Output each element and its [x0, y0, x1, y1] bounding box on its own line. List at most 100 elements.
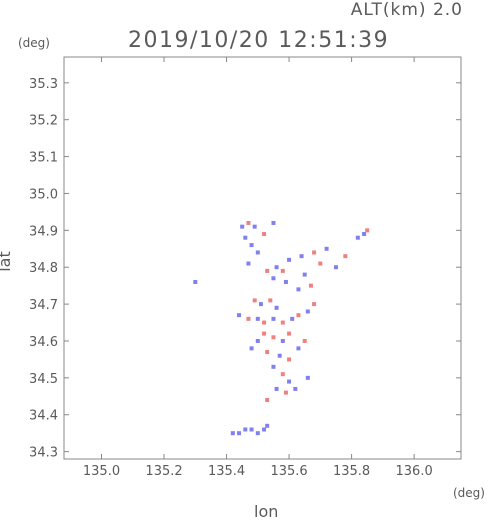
x-tick: 135.2 [145, 57, 183, 479]
data-point [252, 298, 257, 303]
y-tick: 35.2 [29, 114, 461, 129]
data-point [277, 353, 282, 358]
data-point [274, 265, 279, 270]
y-tick-label: 34.3 [29, 446, 58, 461]
y-tick: 34.9 [29, 224, 461, 239]
data-point [287, 379, 292, 384]
data-point [274, 386, 279, 391]
data-point [237, 313, 242, 318]
y-tick: 34.6 [29, 335, 461, 350]
data-point [362, 232, 367, 237]
data-point [305, 375, 310, 380]
y-tick-label: 35.2 [29, 114, 58, 129]
data-point [230, 431, 235, 436]
x-axis-label: lon [254, 502, 279, 521]
x-tick-label: 136.0 [396, 464, 433, 479]
y-tick-label: 35.0 [29, 187, 58, 202]
x-axis-ticks: 135.0 135.2 135.4 135.6 135.8 136.0 [83, 57, 433, 479]
data-point [243, 235, 248, 240]
data-point [240, 224, 245, 229]
x-tick-label: 135.6 [270, 464, 307, 479]
x-tick: 135.4 [208, 57, 245, 479]
y-tick-label: 34.4 [29, 409, 58, 424]
data-point [246, 220, 251, 225]
data-point [262, 232, 267, 237]
data-point [246, 316, 251, 321]
data-point [296, 313, 301, 318]
data-point [318, 261, 323, 266]
y-tick: 35.3 [29, 77, 461, 92]
data-point [280, 338, 285, 343]
data-point [274, 305, 279, 310]
chart-title-timestamp: 2019/10/20 12:51:39 [128, 28, 390, 53]
data-point [255, 431, 260, 436]
data-point [262, 320, 267, 325]
y-tick: 35.1 [29, 151, 461, 166]
data-point [265, 350, 270, 355]
data-point [365, 228, 370, 233]
y-tick-label: 34.5 [29, 372, 58, 387]
data-point [193, 279, 198, 284]
data-point [271, 335, 276, 340]
data-point [296, 287, 301, 292]
data-point [280, 268, 285, 273]
data-point [265, 423, 270, 428]
y-tick-label: 34.8 [29, 261, 58, 276]
data-point [302, 338, 307, 343]
x-tick-label: 135.2 [145, 464, 182, 479]
data-point [258, 302, 263, 307]
y-tick: 34.5 [29, 372, 461, 387]
y-axis-unit: (deg) [18, 36, 50, 50]
data-point [237, 431, 242, 436]
data-point [265, 268, 270, 273]
data-point [265, 397, 270, 402]
altitude-label: ALT(km) 2.0 [350, 0, 463, 20]
data-point [271, 276, 276, 281]
data-point [283, 390, 288, 395]
data-point [255, 316, 260, 321]
y-tick-label: 35.1 [29, 151, 58, 166]
data-point [302, 272, 307, 277]
data-point [287, 357, 292, 362]
data-point [252, 224, 257, 229]
data-point [287, 331, 292, 336]
data-point [249, 243, 254, 248]
data-point [296, 346, 301, 351]
data-point [290, 316, 295, 321]
x-axis-unit: (deg) [453, 486, 485, 500]
y-axis-ticks: 34.3 34.4 34.5 34.6 34.7 34.8 34.9 35.0 35.1 35.2… [29, 77, 461, 461]
y-tick-label: 35.3 [29, 77, 58, 92]
y-tick-label: 34.6 [29, 335, 58, 350]
data-point [280, 320, 285, 325]
data-point [343, 254, 348, 259]
plot-frame [63, 56, 462, 460]
data-point [280, 372, 285, 377]
y-tick: 34.8 [29, 261, 461, 276]
data-point [308, 283, 313, 288]
x-tick: 136.0 [396, 57, 433, 479]
data-point [246, 261, 251, 266]
data-point [324, 246, 329, 251]
data-point [262, 331, 267, 336]
data-point [312, 302, 317, 307]
y-tick-label: 34.7 [29, 298, 58, 313]
data-point [283, 279, 288, 284]
data-point [355, 235, 360, 240]
x-tick: 135.6 [270, 57, 308, 479]
x-tick-label: 135.8 [333, 464, 370, 479]
data-point [271, 364, 276, 369]
data-point [249, 346, 254, 351]
data-point [305, 309, 310, 314]
y-tick: 34.7 [29, 298, 461, 313]
data-point [243, 427, 248, 432]
x-tick-label: 135.4 [208, 464, 245, 479]
y-tick-label: 34.9 [29, 224, 58, 239]
data-points [193, 220, 370, 436]
data-point [249, 427, 254, 432]
data-point [255, 250, 260, 255]
y-tick: 34.4 [29, 409, 461, 424]
y-tick: 34.3 [29, 446, 461, 461]
data-point [287, 257, 292, 262]
data-point [312, 250, 317, 255]
